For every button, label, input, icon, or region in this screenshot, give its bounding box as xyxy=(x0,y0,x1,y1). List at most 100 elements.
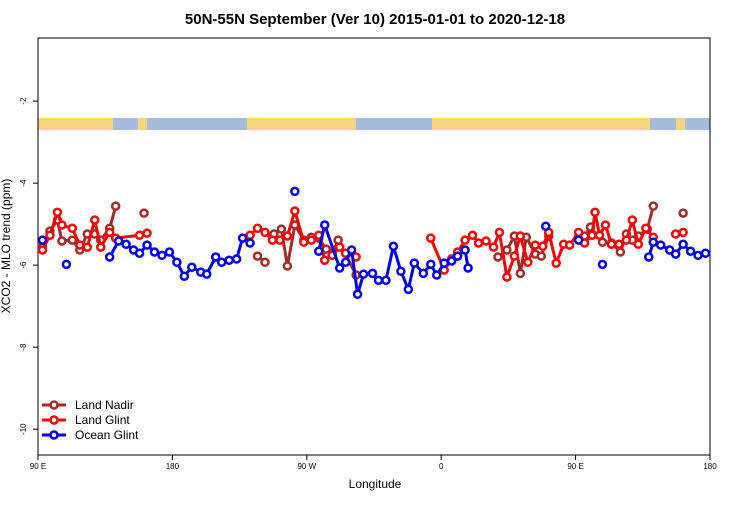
data-point xyxy=(467,230,478,240)
data-point xyxy=(149,247,160,257)
x-axis-label: Longitude xyxy=(349,477,402,491)
data-point xyxy=(590,207,600,218)
data-point xyxy=(685,246,696,256)
x-tick-label: 90 W xyxy=(297,462,316,471)
legend-marker xyxy=(49,430,59,440)
data-point xyxy=(644,252,654,262)
land-band xyxy=(38,118,113,130)
data-point xyxy=(319,255,330,265)
data-point xyxy=(134,230,145,240)
x-tick-label: 90 E xyxy=(30,462,46,471)
data-point xyxy=(346,245,357,255)
data-point xyxy=(494,227,505,238)
data-point xyxy=(210,252,221,262)
data-point xyxy=(641,223,651,234)
data-point xyxy=(113,236,124,246)
data-point xyxy=(431,270,442,280)
data-point xyxy=(502,272,512,282)
data-point xyxy=(409,258,420,268)
data-point xyxy=(179,271,190,281)
data-point xyxy=(290,206,300,216)
data-point xyxy=(488,242,499,252)
data-point xyxy=(37,235,48,245)
data-point xyxy=(237,233,248,243)
land-mask-band xyxy=(38,118,710,130)
y-axis-label: XCO2 - MLO trend (ppm) xyxy=(0,179,13,314)
data-point xyxy=(670,249,681,259)
data-point xyxy=(252,251,263,261)
data-point xyxy=(89,215,100,225)
legend-label: Land Nadir xyxy=(75,398,134,412)
data-point xyxy=(502,245,512,255)
data-point xyxy=(142,240,152,250)
data-point xyxy=(388,241,399,252)
data-point xyxy=(267,235,278,245)
y-tick-label: -10 xyxy=(19,423,28,435)
data-point xyxy=(275,235,285,245)
data-point xyxy=(373,275,384,286)
data-point xyxy=(597,259,608,270)
data-point xyxy=(340,257,351,268)
x-tick-label: 180 xyxy=(166,462,180,471)
data-point xyxy=(252,223,263,234)
data-point xyxy=(509,251,520,261)
data-point xyxy=(530,240,541,250)
data-point xyxy=(648,237,659,247)
land-band xyxy=(676,118,685,130)
data-point xyxy=(614,239,624,249)
data-point xyxy=(446,256,457,266)
data-point xyxy=(187,262,197,272)
data-point xyxy=(678,227,688,238)
legend-label: Ocean Glint xyxy=(75,428,139,442)
data-point xyxy=(463,263,473,273)
data-point xyxy=(473,238,484,248)
data-point xyxy=(678,239,688,249)
data-point xyxy=(290,186,300,197)
x-tick-label: 0 xyxy=(439,462,444,471)
data-point xyxy=(573,227,584,238)
data-point xyxy=(139,208,149,218)
data-point xyxy=(418,268,429,279)
data-point xyxy=(600,220,611,230)
data-point xyxy=(245,238,255,248)
data-point xyxy=(551,258,561,268)
x-tick-label: 180 xyxy=(703,462,717,471)
data-point xyxy=(396,266,406,277)
data-point xyxy=(536,251,547,261)
data-point xyxy=(621,235,632,245)
data-point xyxy=(648,201,659,211)
legend-marker xyxy=(49,400,59,410)
data-point xyxy=(57,220,67,230)
data-point xyxy=(460,235,470,245)
legend-marker xyxy=(49,415,59,425)
y-tick-label: -6 xyxy=(19,261,28,269)
legend-label: Land Glint xyxy=(75,413,130,427)
data-point xyxy=(594,230,605,240)
data-point xyxy=(276,224,287,234)
data-point xyxy=(75,240,85,250)
data-point xyxy=(164,247,175,257)
data-point xyxy=(425,233,436,243)
data-point xyxy=(67,235,78,245)
data-point xyxy=(134,248,145,259)
data-point xyxy=(45,230,55,240)
data-point xyxy=(633,239,644,249)
data-point xyxy=(587,230,597,240)
data-point xyxy=(306,235,317,245)
y-tick-label: -2 xyxy=(19,97,28,105)
data-point xyxy=(57,236,67,246)
data-point xyxy=(260,257,270,268)
data-point xyxy=(61,259,72,270)
land-band xyxy=(432,118,650,130)
data-point xyxy=(678,208,688,218)
data-point xyxy=(606,239,617,249)
data-point xyxy=(282,261,293,271)
data-point xyxy=(110,201,121,211)
data-point xyxy=(172,257,182,268)
data-point xyxy=(564,240,575,250)
data-point xyxy=(700,248,711,259)
data-point xyxy=(615,247,626,257)
data-point xyxy=(201,269,212,279)
